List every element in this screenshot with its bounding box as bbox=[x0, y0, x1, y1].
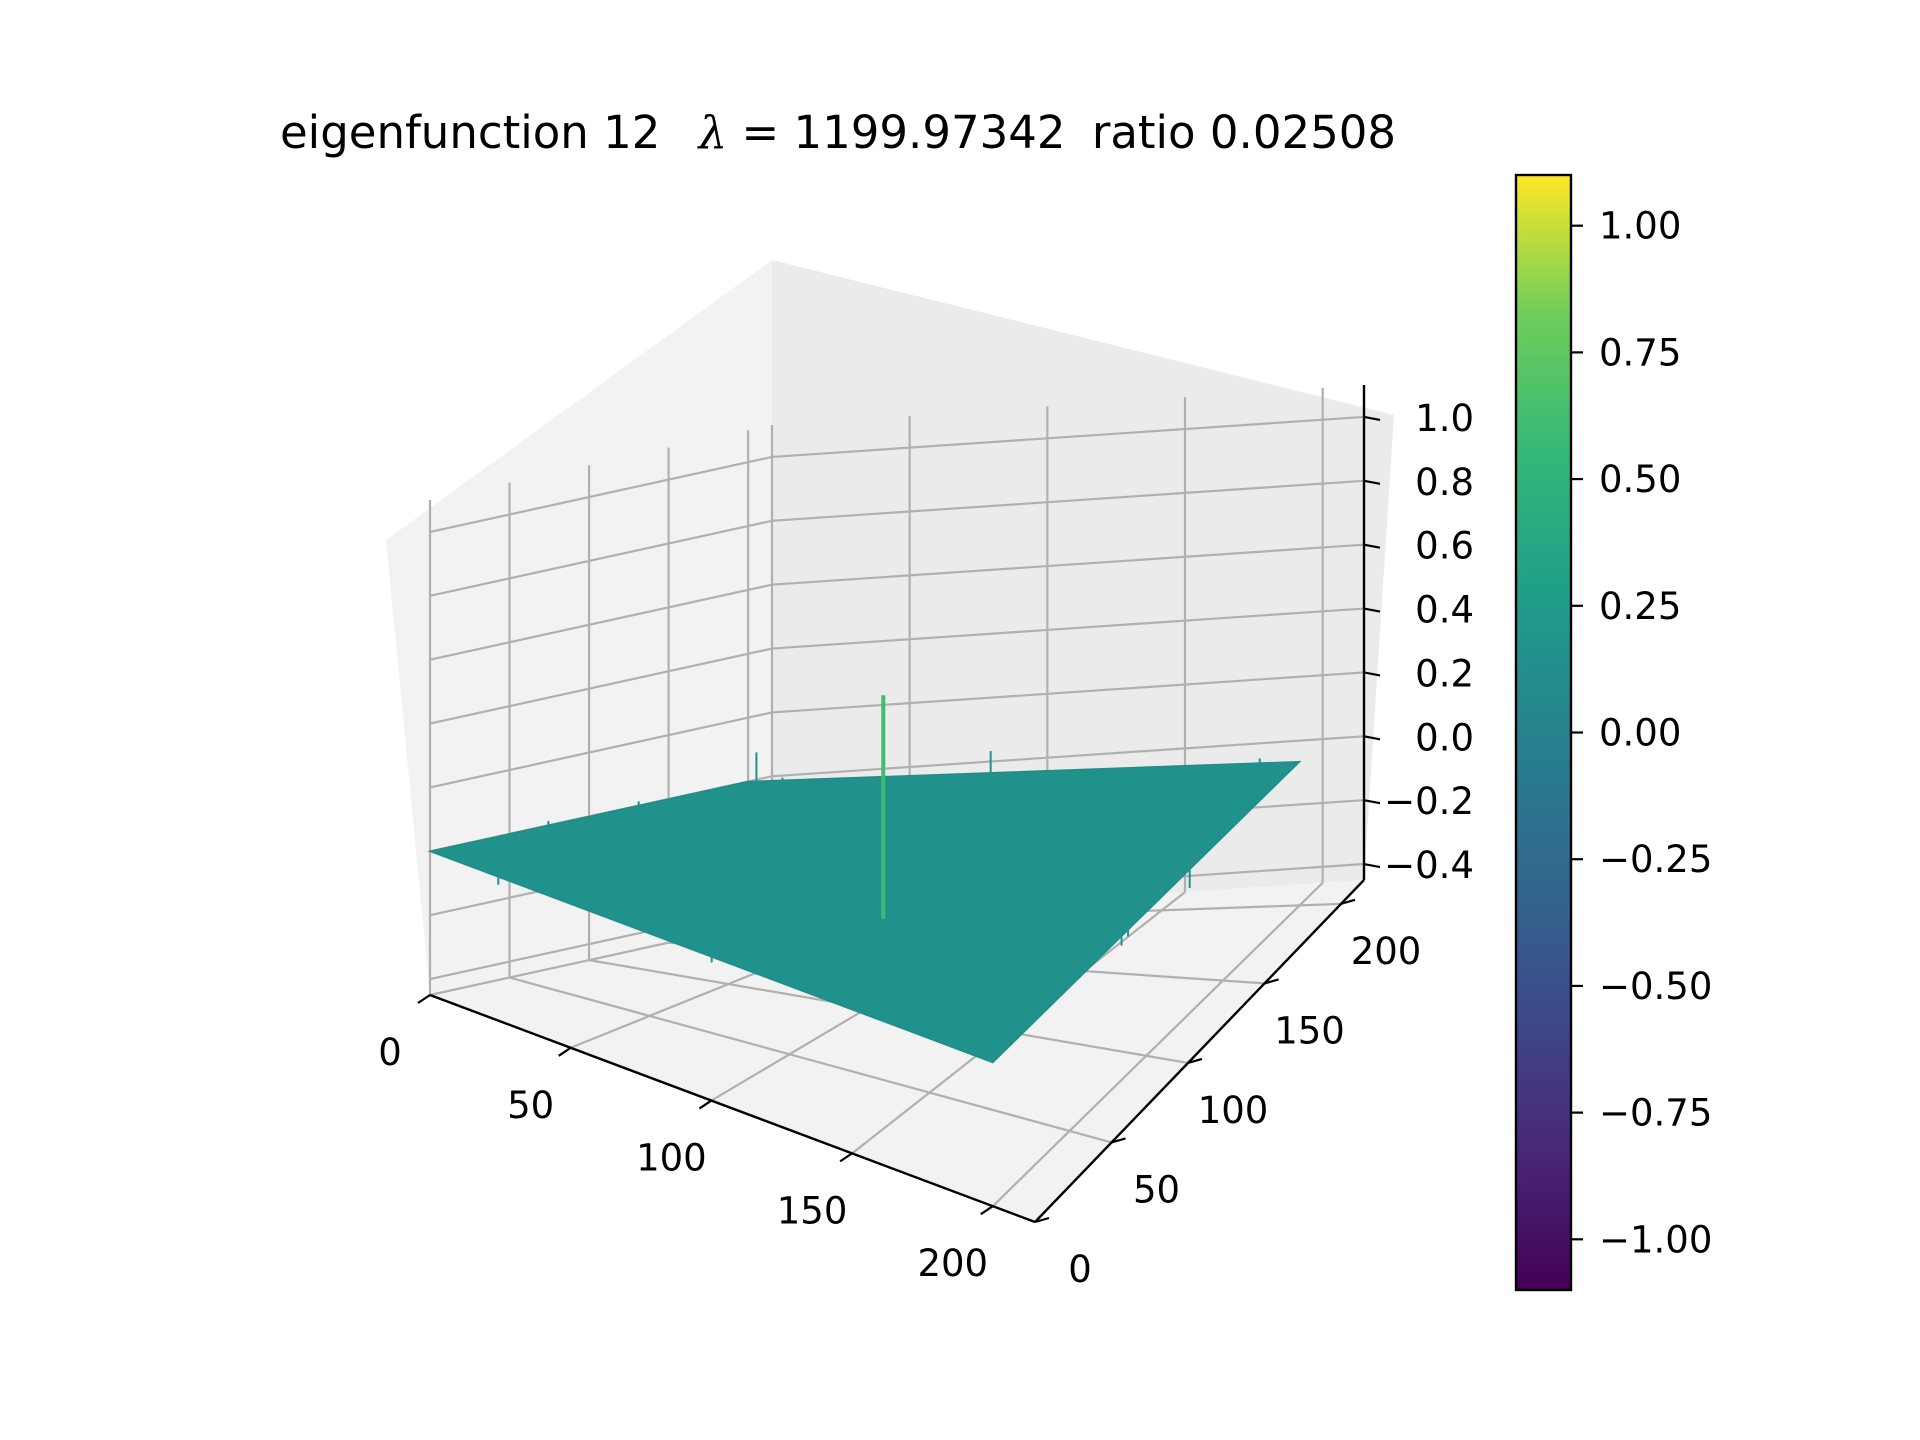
x-tick-label: 50 bbox=[507, 1084, 554, 1127]
x-tick-label: 0 bbox=[378, 1031, 402, 1074]
grid-line-x bbox=[992, 882, 1324, 1207]
x-tick-mark bbox=[558, 1046, 572, 1057]
z-tick-label: 0.0 bbox=[1415, 716, 1474, 759]
y-tick-label: 200 bbox=[1351, 930, 1422, 973]
z-tick-mark bbox=[1363, 671, 1381, 677]
floor-pane bbox=[430, 880, 1364, 1222]
y-tick-mark bbox=[1340, 898, 1356, 905]
z-tick-mark bbox=[1363, 862, 1381, 869]
grid-line-z-back bbox=[771, 735, 1365, 778]
z-tick-label: −0.2 bbox=[1384, 780, 1474, 823]
y-tick-label: 100 bbox=[1198, 1089, 1269, 1132]
z-tick-label: 0.4 bbox=[1415, 589, 1474, 632]
y-tick-mark bbox=[1187, 1057, 1203, 1064]
y-tick-label: 50 bbox=[1133, 1168, 1180, 1211]
colorbar-tick-label: 0.00 bbox=[1599, 712, 1681, 755]
grid-line-z-left bbox=[429, 455, 773, 534]
grid-line-z-back bbox=[771, 671, 1365, 714]
grid-line-z-left bbox=[429, 647, 773, 725]
colorbar-tick-label: 1.00 bbox=[1599, 205, 1681, 248]
x-tick-label: 150 bbox=[777, 1189, 848, 1232]
z-tick-mark bbox=[1363, 543, 1381, 549]
colorbar-tick-label: 0.25 bbox=[1599, 585, 1681, 628]
colorbar-tick-label: −0.75 bbox=[1599, 1092, 1712, 1135]
y-tick-mark bbox=[1264, 978, 1279, 985]
x-tick-mark bbox=[839, 1152, 853, 1163]
axis-lines bbox=[429, 385, 1366, 1224]
z-tick-mark bbox=[1363, 415, 1381, 422]
surface-fringe bbox=[481, 751, 1261, 1016]
colorbar-gradient bbox=[1514, 173, 1573, 1292]
x-tick-label: 100 bbox=[636, 1137, 707, 1180]
z-tick-mark bbox=[1363, 607, 1381, 613]
grid-line-z-left bbox=[429, 519, 773, 597]
grid-line-z-back bbox=[771, 415, 1365, 459]
x-axis-ticks: 0 50 100 150 200 bbox=[378, 994, 994, 1285]
z-tick-label: 0.2 bbox=[1415, 652, 1474, 695]
z-tick-label: −0.4 bbox=[1384, 844, 1474, 887]
colorbar-tick-label: −1.00 bbox=[1599, 1218, 1712, 1261]
z-tick-label: 1.0 bbox=[1415, 397, 1474, 440]
x-tick-mark bbox=[698, 1099, 713, 1110]
colorbar-ticks: −1.00 −0.75 −0.50 −0.25 0.00 0.25 0.50 0.75 1.00 bbox=[1571, 205, 1712, 1261]
x-tick-label: 200 bbox=[917, 1242, 988, 1285]
grid-line-z-back bbox=[771, 479, 1365, 522]
y-axis-line bbox=[1034, 879, 1365, 1223]
x-axis-line bbox=[429, 993, 1036, 1224]
y-tick-mark bbox=[1034, 1216, 1050, 1224]
z-tick-label: 0.6 bbox=[1415, 525, 1474, 568]
z-axis-ticks: −0.4 −0.2 0.0 0.2 0.4 0.6 0.8 1.0 bbox=[1363, 397, 1474, 887]
grid-line-z-left bbox=[429, 711, 773, 789]
axes-3d bbox=[386, 260, 1394, 1224]
surface-plot bbox=[427, 695, 1302, 1064]
colorbar-tick-label: 0.75 bbox=[1599, 331, 1681, 374]
chart-title: eigenfunction 12 λ = 1199.97342 ratio 0.… bbox=[280, 106, 1396, 159]
z-tick-label: 0.8 bbox=[1415, 461, 1474, 504]
z-tick-mark bbox=[1363, 735, 1381, 741]
grid-line-z-left bbox=[429, 583, 773, 661]
colorbar-tick-label: 0.50 bbox=[1599, 458, 1681, 501]
colorbar: −1.00 −0.75 −0.50 −0.25 0.00 0.25 0.50 0.75 1.00 bbox=[1514, 173, 1712, 1292]
y-tick-label: 0 bbox=[1068, 1248, 1092, 1291]
grid-line-z-back bbox=[771, 543, 1365, 586]
x-tick-mark bbox=[417, 994, 431, 1004]
surface bbox=[427, 760, 1302, 1064]
z-tick-mark bbox=[1363, 799, 1381, 805]
x-tick-mark bbox=[980, 1205, 994, 1216]
colorbar-tick-label: −0.25 bbox=[1599, 838, 1712, 881]
y-tick-label: 150 bbox=[1274, 1009, 1345, 1052]
grid-line-y bbox=[509, 976, 1112, 1144]
z-tick-mark bbox=[1363, 479, 1381, 485]
y-tick-mark bbox=[1111, 1137, 1126, 1144]
grid-line-z-back bbox=[771, 607, 1365, 650]
colorbar-tick-label: −0.50 bbox=[1599, 965, 1712, 1008]
